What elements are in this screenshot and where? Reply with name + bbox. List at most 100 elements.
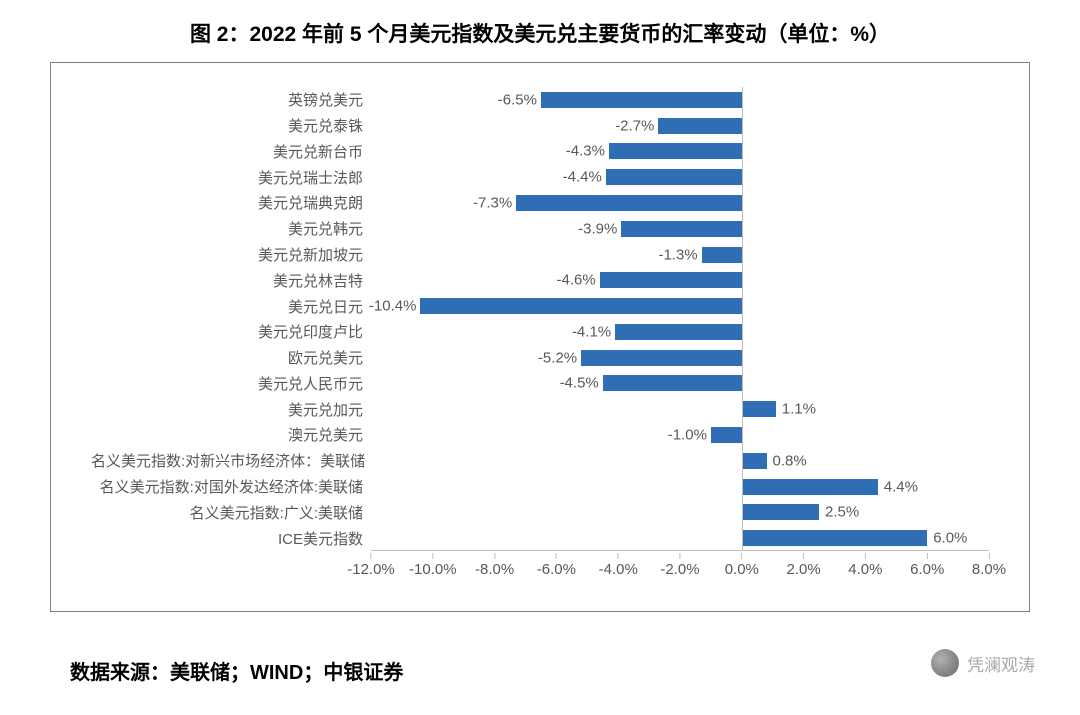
- x-tick-label: -12.0%: [347, 561, 395, 578]
- bar: [702, 247, 742, 263]
- bar: [742, 504, 819, 520]
- bar: [600, 272, 742, 288]
- value-label: -1.0%: [668, 426, 707, 443]
- x-tick: 2.0%: [786, 553, 820, 578]
- value-label: 2.5%: [825, 504, 859, 521]
- category-label: 英镑兑美元: [91, 89, 371, 110]
- x-tick-label: 4.0%: [848, 561, 882, 578]
- bar-track: -4.3%: [371, 139, 989, 165]
- category-label: 美元兑人民币元: [91, 373, 371, 394]
- value-label: -4.5%: [560, 375, 599, 392]
- category-label: 美元兑瑞士法郎: [91, 167, 371, 188]
- bar-track: -3.9%: [371, 216, 989, 242]
- bar: [711, 427, 742, 443]
- category-label: 美元兑瑞典克朗: [91, 192, 371, 213]
- bar-track: -6.5%: [371, 87, 989, 113]
- bar: [621, 221, 742, 237]
- category-label: 名义美元指数:广义:美联储: [91, 502, 371, 523]
- x-tick-label: 6.0%: [910, 561, 944, 578]
- category-label: 欧元兑美元: [91, 347, 371, 368]
- bar-row: 澳元兑美元-1.0%: [91, 422, 989, 448]
- bar-track: -4.5%: [371, 371, 989, 397]
- bar-track: -4.1%: [371, 319, 989, 345]
- category-label: 美元兑林吉特: [91, 270, 371, 291]
- x-tick: -6.0%: [537, 553, 576, 578]
- value-label: -1.3%: [658, 246, 697, 263]
- category-label: ICE美元指数: [91, 528, 371, 549]
- value-label: 4.4%: [884, 478, 918, 495]
- value-label: -4.6%: [556, 272, 595, 289]
- x-tick: 0.0%: [725, 553, 759, 578]
- category-label: 美元兑新台币: [91, 141, 371, 162]
- bar-track: -7.3%: [371, 190, 989, 216]
- bar: [742, 530, 927, 546]
- x-tick: -8.0%: [475, 553, 514, 578]
- value-label: -7.3%: [473, 194, 512, 211]
- x-tick-label: -4.0%: [599, 561, 638, 578]
- bar-row: 名义美元指数:广义:美联储 2.5%: [91, 499, 989, 525]
- bar-row: 欧元兑美元 -5.2%: [91, 345, 989, 371]
- bar-track: 0.8%: [371, 448, 989, 474]
- category-label: 美元兑泰铢: [91, 115, 371, 136]
- value-label: 6.0%: [933, 530, 967, 547]
- wechat-icon: [931, 649, 959, 677]
- bar-track: -1.3%: [371, 242, 989, 268]
- bar-row: 美元兑人民币元 -4.5%: [91, 371, 989, 397]
- value-label: -5.2%: [538, 349, 577, 366]
- bar: [606, 169, 742, 185]
- watermark-text: 凭澜观涛: [967, 651, 1035, 676]
- bar: [615, 324, 742, 340]
- value-label: -10.4%: [369, 298, 417, 315]
- data-source-label: 数据来源：美联储；WIND；中银证券: [70, 656, 403, 685]
- zero-line: [742, 87, 743, 551]
- bar-row: 美元兑印度卢比-4.1%: [91, 319, 989, 345]
- bar-track: -5.2%: [371, 345, 989, 371]
- x-tick: 6.0%: [910, 553, 944, 578]
- bar-track: 4.4%: [371, 474, 989, 500]
- bar-row: 英镑兑美元 -6.5%: [91, 87, 989, 113]
- value-label: -6.5%: [498, 91, 537, 108]
- x-tick: 8.0%: [972, 553, 1006, 578]
- bar-track: 1.1%: [371, 396, 989, 422]
- category-label: 名义美元指数:对新兴市场经济体：美联储: [91, 450, 371, 471]
- x-tick: -4.0%: [599, 553, 638, 578]
- x-tick-label: -6.0%: [537, 561, 576, 578]
- bar-row: 美元兑泰铢-2.7%: [91, 113, 989, 139]
- value-label: -4.3%: [566, 143, 605, 160]
- x-tick: 4.0%: [848, 553, 882, 578]
- bar: [742, 453, 767, 469]
- bar: [603, 375, 742, 391]
- x-tick: -2.0%: [660, 553, 699, 578]
- bar: [658, 118, 741, 134]
- bar: [420, 298, 741, 314]
- value-label: 1.1%: [782, 401, 816, 418]
- category-label: 美元兑印度卢比: [91, 321, 371, 342]
- bar-row: 美元兑瑞典克朗 -7.3%: [91, 190, 989, 216]
- bar: [742, 401, 776, 417]
- bar-track: -4.6%: [371, 267, 989, 293]
- value-label: 0.8%: [773, 452, 807, 469]
- category-label: 名义美元指数:对国外发达经济体:美联储: [91, 476, 371, 497]
- x-axis: -12.0%-10.0%-8.0%-6.0%-4.0%-2.0%0.0%2.0%…: [371, 553, 989, 577]
- category-label: 美元兑新加坡元: [91, 244, 371, 265]
- category-label: 美元兑日元: [91, 296, 371, 317]
- bar-row: 美元兑瑞士法郎 -4.4%: [91, 164, 989, 190]
- category-label: 美元兑加元: [91, 399, 371, 420]
- watermark: 凭澜观涛: [931, 649, 1035, 677]
- value-label: -3.9%: [578, 220, 617, 237]
- bar: [581, 350, 742, 366]
- value-label: -4.4%: [563, 169, 602, 186]
- bar-row: 美元兑新台币 -4.3%: [91, 139, 989, 165]
- bar-row: 美元兑林吉特 -4.6%: [91, 267, 989, 293]
- bar-track: 6.0%: [371, 525, 989, 551]
- bar-row: 美元兑日元-10.4%: [91, 293, 989, 319]
- x-tick: -10.0%: [409, 553, 457, 578]
- bar-row: ICE美元指数 6.0%: [91, 525, 989, 551]
- x-tick-label: 0.0%: [725, 561, 759, 578]
- x-tick-label: -10.0%: [409, 561, 457, 578]
- bar-track: -4.4%: [371, 164, 989, 190]
- bar-track: -2.7%: [371, 113, 989, 139]
- chart-frame: 英镑兑美元 -6.5% 美元兑泰铢-2.7%美元兑新台币 -4.3% 美元兑瑞士法郎 -4…: [50, 62, 1030, 612]
- bar: [541, 92, 742, 108]
- bar: [516, 195, 742, 211]
